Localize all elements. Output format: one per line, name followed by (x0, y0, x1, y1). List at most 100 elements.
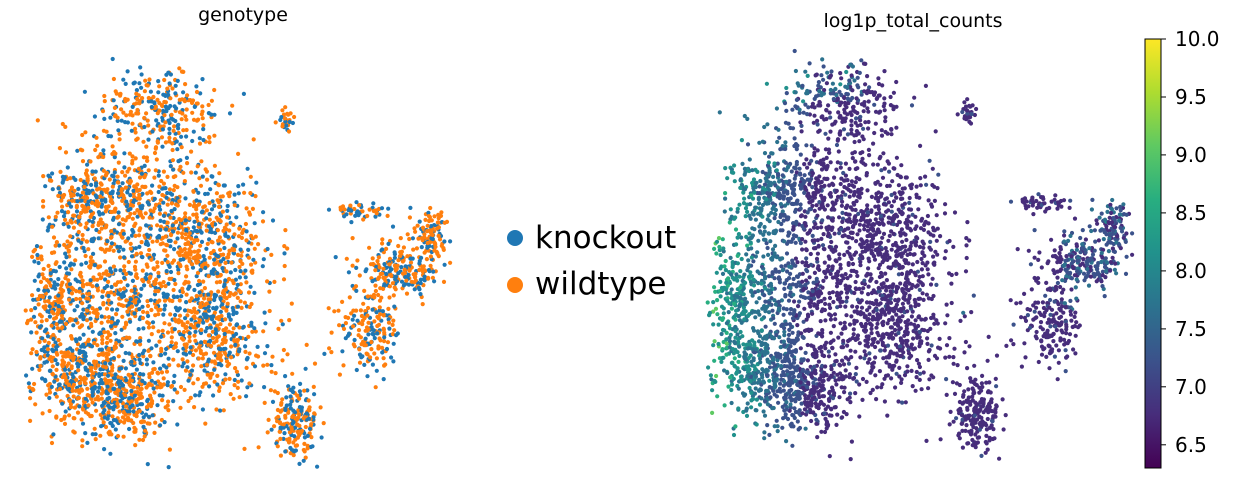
point-knockout (56, 186, 61, 191)
point-wildtype (145, 320, 150, 325)
point-wildtype (212, 310, 217, 315)
point-wildtype (155, 223, 160, 228)
point-wildtype (34, 330, 39, 335)
point-knockout (94, 227, 99, 233)
point-wildtype (359, 342, 364, 347)
point-counts (793, 240, 798, 245)
point-wildtype (53, 261, 58, 266)
point-knockout (168, 244, 173, 249)
point-counts (843, 173, 849, 178)
point-counts (862, 103, 867, 108)
point-wildtype (63, 217, 68, 222)
point-knockout (87, 218, 92, 223)
point-wildtype (321, 421, 326, 426)
point-wildtype (162, 321, 167, 326)
point-wildtype (210, 221, 215, 227)
point-wildtype (166, 399, 171, 404)
point-knockout (166, 238, 171, 243)
point-wildtype (71, 416, 76, 421)
point-wildtype (93, 147, 98, 153)
point-wildtype (140, 437, 146, 443)
point-knockout (57, 190, 63, 195)
point-counts (863, 61, 868, 66)
point-wildtype (92, 381, 97, 386)
point-wildtype (396, 243, 401, 249)
point-wildtype (220, 381, 226, 386)
point-wildtype (134, 251, 139, 256)
point-wildtype (134, 101, 139, 106)
point-wildtype (130, 113, 135, 118)
point-wildtype (243, 221, 248, 227)
point-knockout (76, 238, 81, 243)
point-knockout (243, 344, 248, 349)
legend-label-knockout: knockout (535, 220, 676, 256)
point-wildtype (152, 366, 157, 372)
point-counts (817, 88, 822, 94)
point-wildtype (187, 334, 192, 339)
point-wildtype (207, 217, 212, 222)
point-knockout (175, 196, 180, 201)
point-knockout (386, 206, 391, 211)
genotype-legend: knockout wildtype (507, 220, 676, 302)
point-knockout (119, 327, 124, 332)
point-knockout (142, 163, 147, 168)
point-counts (920, 239, 925, 244)
point-wildtype (357, 273, 362, 278)
point-wildtype (159, 346, 164, 351)
point-wildtype (104, 355, 109, 360)
point-wildtype (120, 170, 125, 175)
point-wildtype (55, 210, 60, 215)
point-wildtype (169, 335, 174, 340)
point-wildtype (234, 369, 239, 374)
point-knockout (129, 254, 135, 259)
point-counts (851, 104, 856, 109)
point-knockout (120, 181, 125, 186)
point-knockout (245, 355, 250, 361)
point-wildtype (422, 232, 427, 237)
point-wildtype (380, 345, 385, 350)
point-counts (932, 228, 938, 233)
point-counts (840, 219, 845, 224)
point-knockout (171, 167, 176, 172)
legend-label-wildtype: wildtype (535, 266, 667, 302)
point-knockout (96, 210, 101, 215)
point-knockout (155, 403, 160, 408)
point-wildtype (221, 408, 226, 413)
point-wildtype (34, 349, 39, 355)
point-counts (819, 93, 824, 98)
point-counts (947, 271, 952, 276)
point-wildtype (382, 330, 387, 335)
point-knockout (203, 265, 208, 270)
point-counts (850, 207, 855, 212)
point-knockout (181, 90, 186, 95)
point-wildtype (292, 114, 297, 120)
point-wildtype (183, 368, 189, 373)
point-counts (873, 121, 878, 126)
point-counts (827, 75, 832, 80)
point-knockout (111, 217, 116, 222)
point-knockout (192, 287, 197, 293)
point-wildtype (65, 239, 70, 244)
point-knockout (307, 426, 313, 431)
point-knockout (50, 171, 55, 176)
point-wildtype (78, 222, 83, 227)
point-knockout (161, 213, 166, 218)
point-wildtype (72, 430, 77, 435)
point-knockout (42, 345, 47, 350)
point-wildtype (67, 297, 72, 302)
point-knockout (175, 147, 180, 152)
counts-title: log1p_total_counts (823, 10, 1002, 32)
point-knockout (146, 137, 151, 142)
point-counts (812, 195, 818, 200)
point-knockout (198, 268, 203, 273)
point-wildtype (142, 434, 147, 439)
point-counts (805, 73, 810, 78)
point-wildtype (217, 171, 222, 176)
point-knockout (210, 174, 215, 179)
point-wildtype (367, 207, 372, 212)
point-knockout (172, 327, 177, 332)
point-knockout (143, 241, 148, 247)
point-wildtype (216, 200, 221, 205)
point-knockout (417, 258, 422, 264)
point-knockout (164, 109, 169, 114)
